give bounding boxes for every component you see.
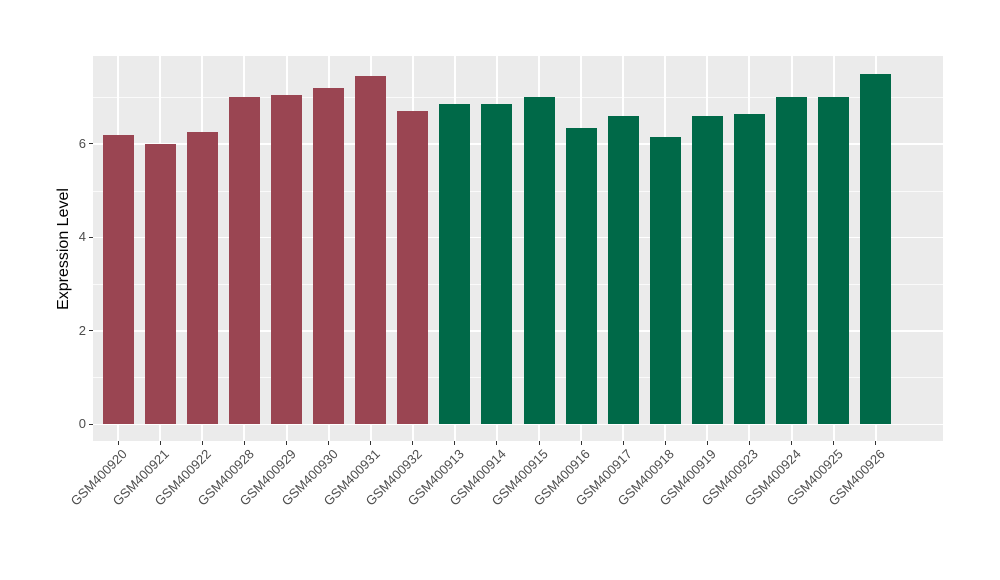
x-tick-GSM400930 [328,441,330,445]
y-axis-title: Expression Level [55,187,72,310]
gridline-major-y6 [93,143,943,145]
bar-GSM400918 [649,136,681,424]
gridline-major-y2 [93,330,943,332]
bar-GSM400922 [186,132,218,424]
bar-GSM400931 [355,76,387,424]
y-tick-4 [89,236,93,238]
bar-GSM400919 [691,115,723,424]
bar-GSM400913 [439,104,471,424]
x-tick-GSM400916 [580,441,582,445]
bar-GSM400920 [102,134,134,424]
gridline-minor-y7 [93,97,943,99]
y-tick-label-6: 6 [78,135,86,151]
bar-GSM400924 [776,97,807,424]
x-tick-GSM400928 [243,441,245,445]
y-tick-label-2: 2 [78,322,86,338]
y-tick-6 [89,143,93,145]
bar-GSM400916 [565,127,597,424]
x-tick-GSM400915 [538,441,540,445]
x-tick-GSM400913 [454,441,456,445]
x-tick-GSM400920 [117,441,119,445]
x-tick-GSM400931 [370,441,372,445]
x-tick-GSM400914 [496,441,498,445]
x-tick-GSM400922 [201,441,203,445]
gridline-minor-y3 [93,283,943,285]
bar-GSM400925 [818,97,850,424]
bar-GSM400917 [607,115,639,424]
bar-GSM400930 [313,87,345,424]
x-tick-GSM400919 [706,441,708,445]
x-tick-GSM400921 [159,441,161,445]
y-tick-label-0: 0 [78,416,86,431]
x-tick-GSM400932 [412,441,414,445]
bar-GSM400928 [228,97,260,424]
y-tick-label-4: 4 [78,229,86,245]
gridline-major-y4 [93,236,943,239]
x-tick-GSM400918 [664,441,666,445]
gridline-major-y0 [93,423,943,425]
y-tick-2 [89,330,93,332]
gridline-minor-y1 [93,377,943,379]
x-tick-GSM400929 [286,441,288,445]
bar-GSM400921 [144,143,176,424]
gridline-minor-y5 [93,190,943,192]
x-tick-GSM400917 [622,441,624,445]
plot-panel [93,56,943,441]
x-tick-GSM400925 [833,441,835,445]
x-tick-GSM400926 [875,441,877,445]
x-tick-GSM400923 [748,441,750,445]
bar-GSM400926 [860,73,892,424]
bar-GSM400915 [523,97,555,424]
bar-GSM400929 [271,94,303,424]
bar-GSM400932 [397,111,429,424]
bar-GSM400914 [481,104,513,424]
bar-GSM400923 [733,113,765,424]
y-tick-0 [89,423,93,425]
x-tick-GSM400924 [791,441,792,445]
